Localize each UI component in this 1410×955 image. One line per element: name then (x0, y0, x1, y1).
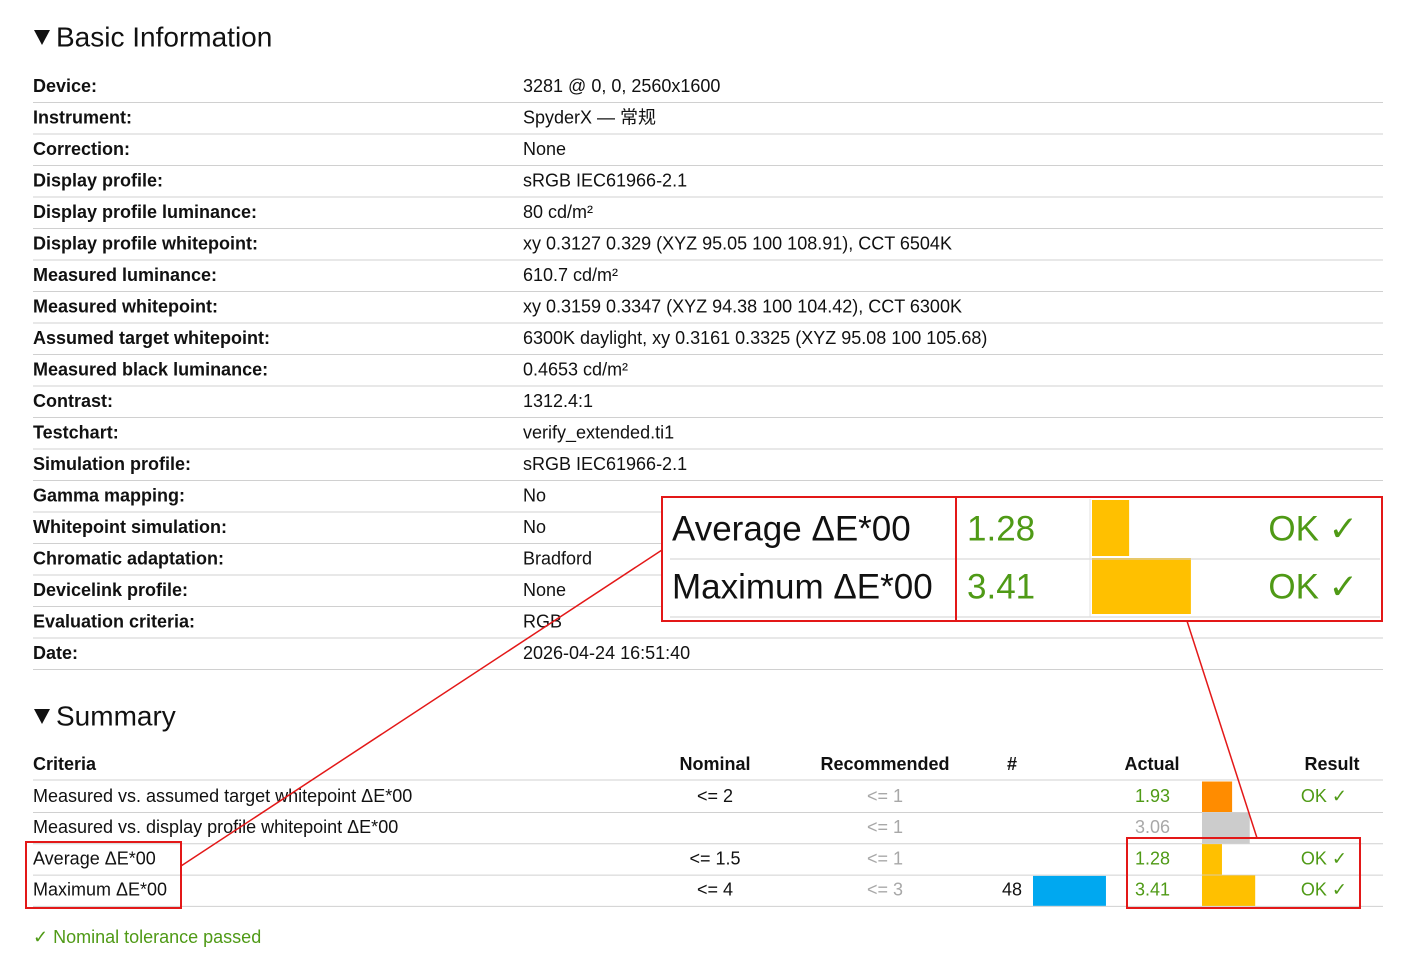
field-value: SpyderX — 常规 (523, 107, 656, 127)
field-value: No (523, 517, 546, 537)
field-label: Measured black luminance: (33, 359, 268, 379)
field-value: None (523, 139, 566, 159)
criteria: Maximum ΔE*00 (33, 880, 167, 900)
field-value: None (523, 580, 566, 600)
field-value: 1312.4:1 (523, 391, 593, 411)
field-label: Simulation profile: (33, 454, 191, 474)
field-value: sRGB IEC61966-2.1 (523, 170, 687, 190)
field-label: Measured luminance: (33, 265, 217, 285)
nominal: <= 4 (697, 880, 733, 900)
field-label: Evaluation criteria: (33, 611, 195, 631)
nominal: <= 2 (697, 786, 733, 806)
zoom-criteria: Average ΔE*00 (672, 509, 911, 548)
zoom-actual: 3.41 (967, 567, 1035, 606)
actual-bar (1202, 875, 1256, 907)
criteria: Measured vs. display profile whitepoint … (33, 817, 398, 837)
field-label: Instrument: (33, 107, 132, 127)
actual: 1.28 (1135, 848, 1170, 868)
field-value: xy 0.3127 0.329 (XYZ 95.05 100 108.91), … (523, 233, 952, 253)
zoom-actual: 1.28 (967, 509, 1035, 548)
recommended: <= 1 (867, 786, 903, 806)
result: OK ✓ (1301, 786, 1347, 806)
field-label: Whitepoint simulation: (33, 517, 227, 537)
field-label: Assumed target whitepoint: (33, 328, 270, 348)
actual-bar (1202, 781, 1233, 813)
count-bar (1033, 875, 1106, 906)
zoom-actual-bar (1092, 558, 1191, 614)
column-header: Recommended (820, 754, 949, 774)
field-value: Bradford (523, 548, 592, 568)
field-label: Correction: (33, 139, 130, 159)
column-header: Nominal (679, 754, 750, 774)
recommended: <= 1 (867, 817, 903, 837)
column-header: # (1007, 754, 1017, 774)
highlight-box (955, 496, 1383, 622)
field-value: xy 0.3159 0.3347 (XYZ 94.38 100 104.42),… (523, 296, 962, 316)
field-label: Devicelink profile: (33, 580, 188, 600)
count: 48 (1002, 880, 1022, 900)
field-label: Testchart: (33, 422, 119, 442)
field-value: 610.7 cd/m² (523, 265, 618, 285)
actual: 3.06 (1135, 817, 1170, 837)
highlight-box (25, 841, 182, 909)
field-value: 3281 @ 0, 0, 2560x1600 (523, 76, 720, 96)
collapse-icon (34, 709, 50, 724)
result: OK ✓ (1301, 848, 1347, 868)
field-value: RGB (523, 611, 562, 631)
nominal: <= 1.5 (689, 848, 740, 868)
zoom-result: OK ✓ (1268, 509, 1358, 548)
column-header: Actual (1124, 754, 1179, 774)
field-label: Measured whitepoint: (33, 296, 218, 316)
field-label: Display profile: (33, 170, 163, 190)
section-title: Basic Information (56, 21, 272, 52)
field-value: 6300K daylight, xy 0.3161 0.3325 (XYZ 95… (523, 328, 987, 348)
field-label: Date: (33, 643, 78, 663)
column-header: Criteria (33, 754, 97, 774)
field-value: No (523, 485, 546, 505)
field-value: 80 cd/m² (523, 202, 593, 222)
highlight-box (1126, 837, 1361, 909)
zoom-result: OK ✓ (1268, 567, 1358, 606)
actual: 3.41 (1135, 880, 1170, 900)
field-value: sRGB IEC61966-2.1 (523, 454, 687, 474)
zoom-criteria: Maximum ΔE*00 (672, 567, 933, 606)
column-header: Result (1304, 754, 1359, 774)
field-label: Contrast: (33, 391, 113, 411)
result: OK ✓ (1301, 880, 1347, 900)
actual-bar (1202, 844, 1222, 876)
criteria: Measured vs. assumed target whitepoint Δ… (33, 786, 412, 806)
field-label: Display profile whitepoint: (33, 233, 258, 253)
recommended: <= 3 (867, 880, 903, 900)
footer-note: ✓ Nominal tolerance passed (33, 927, 261, 947)
field-value: 0.4653 cd/m² (523, 359, 628, 379)
field-label: Display profile luminance: (33, 202, 257, 222)
field-label: Chromatic adaptation: (33, 548, 224, 568)
recommended: <= 1 (867, 848, 903, 868)
callout-line (1186, 620, 1258, 839)
callout-line (180, 549, 663, 867)
field-value: verify_extended.ti1 (523, 422, 674, 443)
section-title: Summary (56, 700, 176, 731)
criteria: Average ΔE*00 (33, 848, 156, 868)
actual-bar (1202, 812, 1250, 844)
collapse-icon (34, 30, 50, 45)
actual: 1.93 (1135, 786, 1170, 806)
field-value: 2026-04-24 16:51:40 (523, 643, 690, 663)
field-label: Device: (33, 76, 97, 96)
field-label: Gamma mapping: (33, 485, 185, 505)
zoom-actual-bar (1092, 500, 1130, 556)
